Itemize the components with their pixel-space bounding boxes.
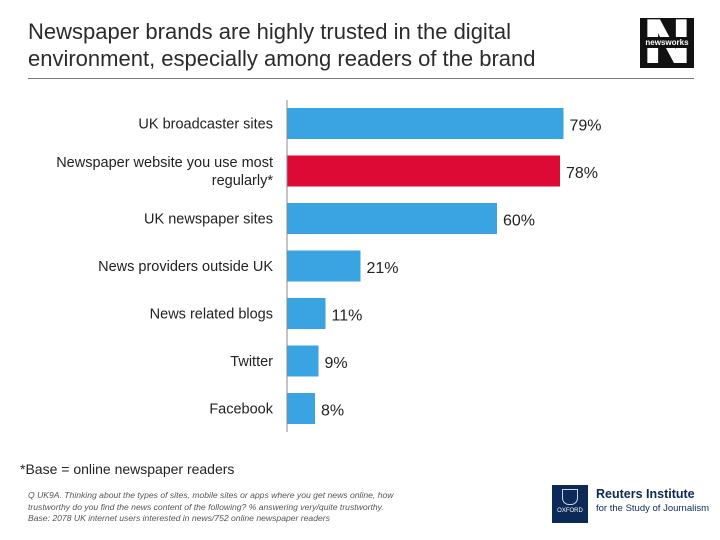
reuters-institute-name: Reuters Institute xyxy=(596,487,695,501)
newsworks-logo: N newsworks xyxy=(640,18,694,68)
logo-word: newsworks xyxy=(640,37,694,48)
value-label-5: 9% xyxy=(325,355,348,372)
oxford-shield-icon xyxy=(562,489,578,505)
bar-chart: 79% UK broadcaster sites 78% Newspaper webs… xyxy=(56,100,602,432)
category-label-6: Facebook xyxy=(209,402,273,418)
source-line-2: trustworthy do you find the news content… xyxy=(28,501,384,512)
bar-0 xyxy=(287,108,564,139)
oxford-label: OXFORD xyxy=(557,508,583,514)
bar-2 xyxy=(287,203,497,234)
category-label-2: UK newspaper sites xyxy=(144,212,273,228)
source-note: Q UK9A. Thinking about the types of site… xyxy=(28,490,478,525)
value-label-2: 60% xyxy=(503,213,535,230)
title-divider xyxy=(28,78,694,79)
value-label-0: 79% xyxy=(570,118,602,135)
title-line-1: Newspaper brands are highly trusted in t… xyxy=(28,19,512,44)
bar-1 xyxy=(287,155,560,187)
footnote: *Base = online newspaper readers xyxy=(20,461,235,477)
chart-title: Newspaper brands are highly trusted in t… xyxy=(28,18,608,72)
value-label-4: 11% xyxy=(332,308,363,325)
reuters-institute-subtitle: for the Study of Journalism xyxy=(596,503,709,514)
category-label-1-1: regularly* xyxy=(212,173,274,189)
source-line-3: Base: 2078 UK internet users interested … xyxy=(28,513,330,523)
bar-6 xyxy=(287,393,315,424)
category-label-1-0: Newspaper website you use most xyxy=(56,155,273,171)
value-label-3: 21% xyxy=(367,260,399,277)
source-line-1: Q UK9A. Thinking about the types of site… xyxy=(28,490,394,500)
value-label-1: 78% xyxy=(566,165,598,182)
oxford-logo: OXFORD xyxy=(552,485,588,523)
reuters-institute-logo: Reuters Institute for the Study of Journ… xyxy=(596,487,720,515)
bar-4 xyxy=(287,298,326,329)
category-label-4: News related blogs xyxy=(150,307,273,323)
category-label-3: News providers outside UK xyxy=(98,259,273,275)
category-label-0: UK broadcaster sites xyxy=(138,117,273,133)
title-line-2: environment, especially among readers of… xyxy=(28,46,536,71)
value-label-6: 8% xyxy=(321,403,344,420)
category-label-5: Twitter xyxy=(230,354,273,370)
bar-3 xyxy=(287,250,361,282)
bar-5 xyxy=(287,345,319,377)
